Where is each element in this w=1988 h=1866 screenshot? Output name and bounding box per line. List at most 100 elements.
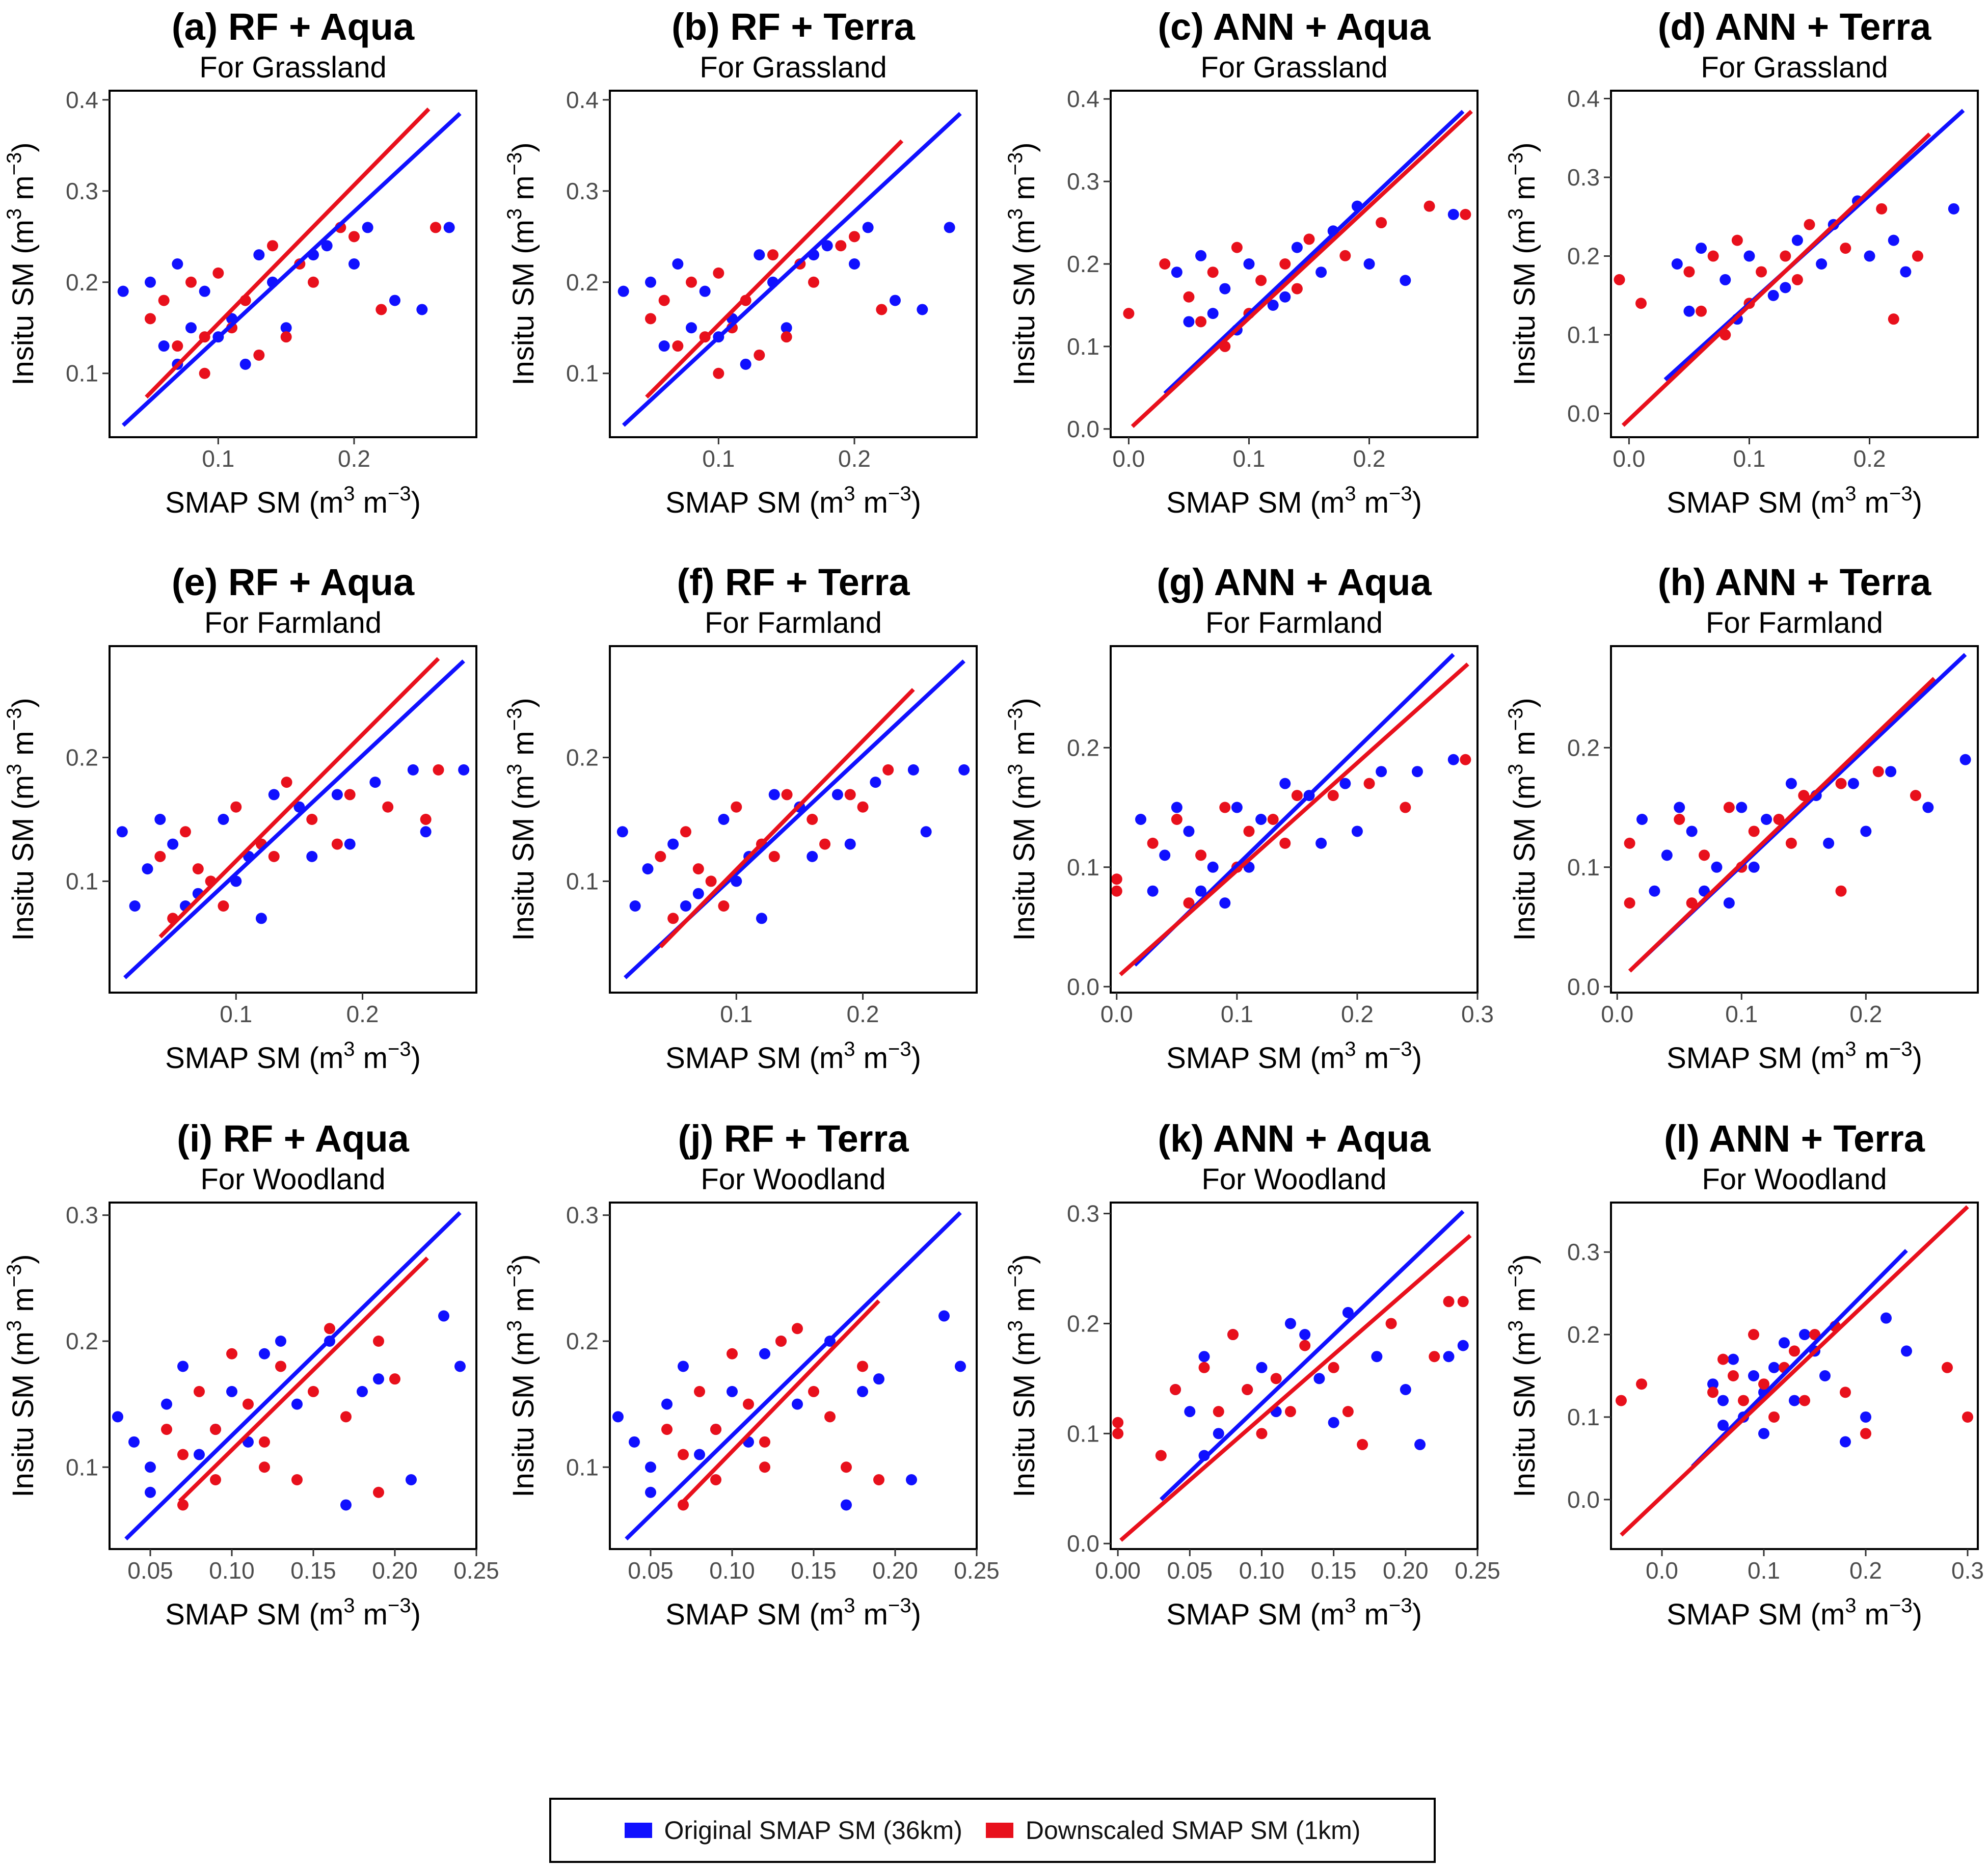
x-tick-label: 0.00 (1095, 1557, 1141, 1584)
y-tick-label: 0.0 (1567, 1486, 1600, 1513)
point-original (629, 900, 641, 912)
point-downscaled (1299, 1340, 1311, 1351)
x-tick-label: 0.1 (1733, 445, 1765, 472)
point-original (890, 295, 901, 306)
legend-item-downscaled: Downscaled SMAP SM (1km) (985, 1816, 1361, 1845)
point-original (1743, 250, 1755, 262)
panel-title: (b) RF + Terra (671, 6, 915, 48)
y-tick-label: 0.0 (1067, 973, 1099, 1000)
point-downscaled (308, 1385, 319, 1397)
point-downscaled (667, 913, 679, 924)
point-original (145, 1486, 156, 1498)
point-original (1443, 1351, 1455, 1363)
point-original (1696, 243, 1707, 254)
panel-subtitle: For Woodland (200, 1163, 385, 1196)
point-downscaled (1635, 298, 1647, 309)
point-downscaled (433, 764, 444, 776)
point-downscaled (1111, 885, 1122, 897)
point-downscaled (281, 777, 292, 788)
point-downscaled (1279, 258, 1291, 270)
x-tick-label: 0.2 (1853, 445, 1886, 472)
x-axis-label: SMAP SM (m3 m−3) (165, 1038, 421, 1075)
y-tick-label: 0.1 (566, 360, 599, 387)
point-downscaled (1363, 778, 1375, 789)
panel-title: (g) ANN + Aqua (1157, 561, 1432, 603)
point-original (331, 789, 343, 801)
point-original (1860, 1411, 1871, 1423)
point-downscaled (1267, 814, 1279, 825)
point-downscaled (824, 1411, 836, 1423)
point-downscaled (1840, 1387, 1851, 1398)
fit-line-downscaled (1119, 662, 1469, 976)
point-original (291, 1398, 303, 1410)
point-original (161, 1398, 172, 1410)
point-downscaled (243, 1398, 254, 1410)
point-original (1686, 825, 1698, 837)
fit-line-downscaled (1628, 677, 1936, 973)
point-downscaled (1860, 1428, 1871, 1440)
legend-label-downscaled: Downscaled SMAP SM (1km) (1025, 1816, 1361, 1845)
point-original (1736, 802, 1748, 813)
point-downscaled (645, 313, 656, 325)
plot-frame (1110, 645, 1479, 994)
x-tick-label: 0.10 (209, 1557, 255, 1584)
point-original (920, 826, 932, 838)
point-original (1213, 1428, 1224, 1440)
point-downscaled (1112, 1417, 1124, 1428)
point-downscaled (373, 1336, 384, 1347)
legend: Original SMAP SM (36km) Downscaled SMAP … (549, 1798, 1436, 1863)
point-downscaled (1219, 802, 1231, 813)
point-original (831, 789, 843, 801)
fit-line-downscaled (1620, 1205, 1969, 1537)
point-downscaled (1872, 766, 1884, 778)
y-tick-label: 0.2 (1067, 251, 1099, 277)
fit-line-original (1163, 110, 1465, 395)
point-original (906, 1474, 917, 1485)
point-original (645, 1461, 656, 1473)
point-downscaled (1423, 200, 1435, 212)
y-tick-label: 0.3 (1567, 164, 1600, 191)
y-tick-label: 0.2 (66, 269, 98, 296)
y-axis-label: Insitu SM (m3 m−3) (1505, 698, 1541, 941)
point-downscaled (713, 267, 724, 279)
point-downscaled (1773, 814, 1785, 825)
point-downscaled (158, 295, 170, 306)
panel-subtitle: For Grassland (700, 51, 886, 84)
point-downscaled (1748, 825, 1760, 837)
point-downscaled (389, 1373, 400, 1385)
point-original (116, 826, 128, 838)
point-original (667, 838, 679, 850)
point-original (612, 1411, 624, 1423)
point-downscaled (1748, 1329, 1759, 1341)
y-tick-label: 0.2 (566, 1328, 599, 1354)
point-downscaled (1195, 316, 1207, 328)
point-downscaled (420, 814, 432, 825)
plot-frame (109, 1202, 477, 1550)
point-downscaled (781, 789, 793, 801)
point-original (239, 358, 251, 370)
y-tick-label: 0.1 (1567, 322, 1600, 348)
point-original (938, 1310, 950, 1322)
point-original (1707, 1378, 1718, 1390)
point-original (1183, 316, 1195, 328)
plot-frame (609, 90, 978, 438)
x-tick-label: 0.1 (220, 1001, 252, 1027)
y-tick-label: 0.2 (566, 269, 599, 296)
x-tick-label: 0.2 (838, 445, 871, 472)
y-tick-label: 0.2 (1567, 1321, 1600, 1348)
plot-frame (1610, 645, 1979, 994)
y-tick-label: 0.1 (1567, 854, 1600, 881)
x-tick-label: 0.3 (1951, 1557, 1984, 1584)
x-tick-label: 0.1 (1748, 1557, 1780, 1584)
plot-frame (109, 645, 477, 994)
point-original (321, 240, 333, 252)
point-original (1256, 1362, 1268, 1373)
point-downscaled (1111, 873, 1122, 885)
fit-line-downscaled (659, 688, 915, 948)
point-original (1791, 234, 1803, 246)
y-tick-label: 0.1 (66, 360, 98, 387)
point-original (756, 913, 767, 924)
x-tick-label: 0.20 (872, 1557, 918, 1584)
